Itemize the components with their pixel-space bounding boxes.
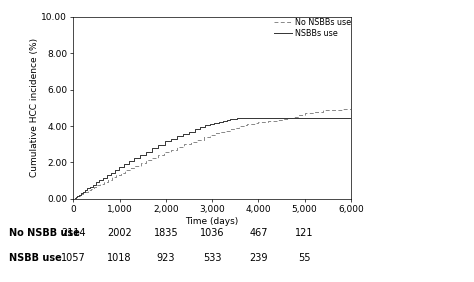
Text: 1036: 1036 (200, 228, 224, 238)
Text: No NSBB use: No NSBB use (9, 228, 81, 238)
Text: NSBB use: NSBB use (9, 253, 62, 263)
Text: 533: 533 (203, 253, 221, 263)
Text: 2114: 2114 (61, 228, 86, 238)
Text: 1057: 1057 (61, 253, 86, 263)
Legend: No NSBBs use, NSBBs use: No NSBBs use, NSBBs use (273, 17, 352, 39)
Text: 1835: 1835 (154, 228, 178, 238)
Text: 1018: 1018 (108, 253, 132, 263)
Text: 923: 923 (156, 253, 175, 263)
Text: 2002: 2002 (107, 228, 132, 238)
Text: 467: 467 (249, 228, 268, 238)
Y-axis label: Cumulative HCC incidence (%): Cumulative HCC incidence (%) (29, 38, 38, 177)
Text: 121: 121 (295, 228, 314, 238)
Text: 239: 239 (249, 253, 268, 263)
X-axis label: Time (days): Time (days) (185, 217, 239, 226)
Text: 55: 55 (298, 253, 311, 263)
